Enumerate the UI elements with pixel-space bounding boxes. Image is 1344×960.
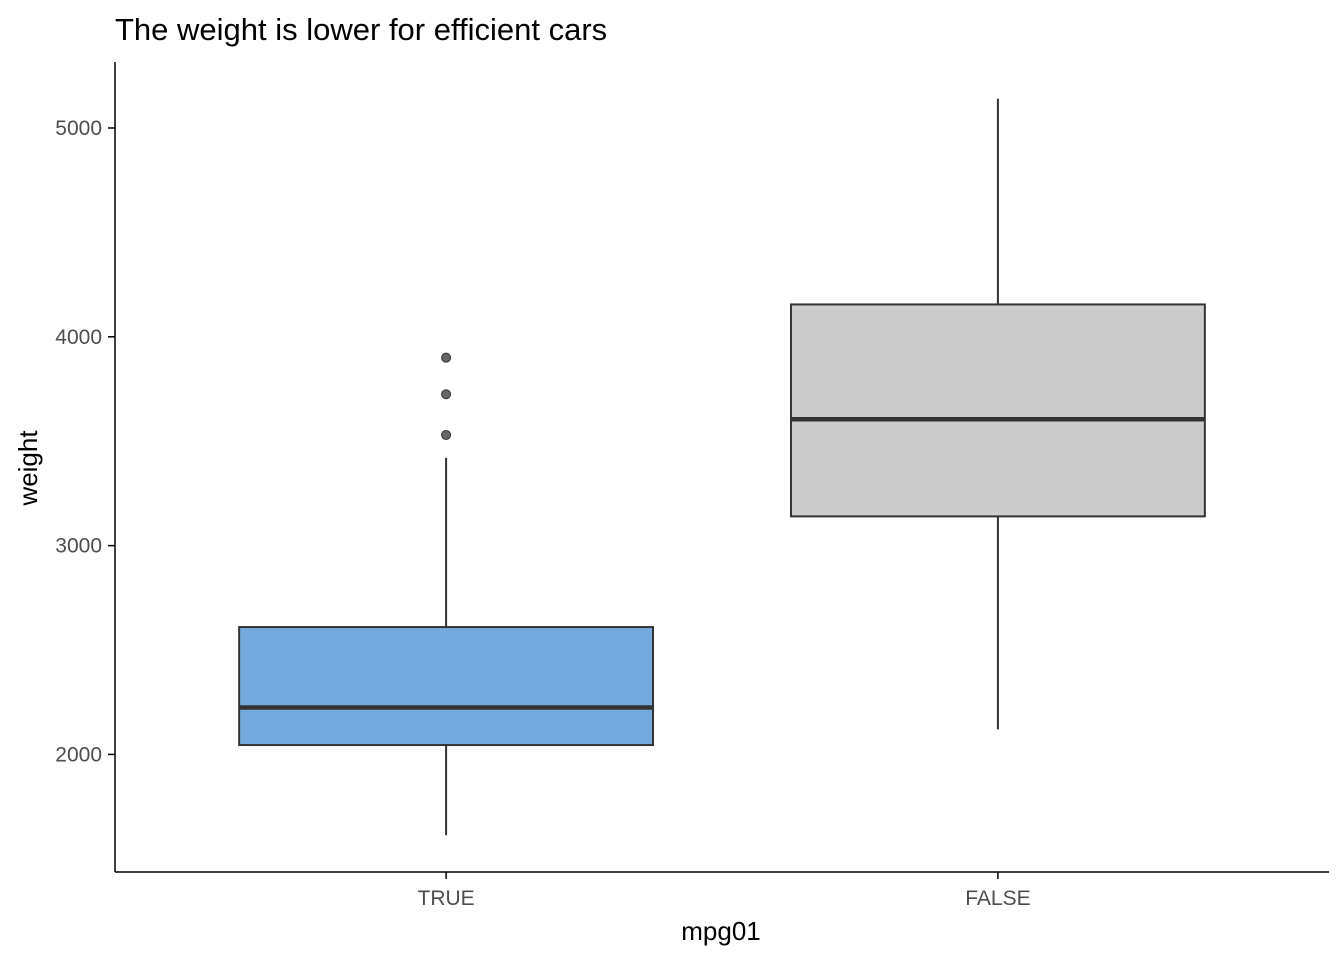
- outlier-point-true: [441, 389, 452, 400]
- box-true: [238, 626, 655, 747]
- x-axis-title: mpg01: [681, 916, 761, 946]
- chart-title: The weight is lower for efficient cars: [115, 12, 607, 47]
- x-tick-label: FALSE: [965, 887, 1030, 910]
- plot-area: 2000 3000 4000 5000 TRUE FALSE: [55, 62, 1329, 910]
- y-tick-label: 4000: [55, 326, 102, 349]
- outlier-point-true: [441, 429, 452, 440]
- outlier-point-true: [441, 352, 452, 363]
- box-false: [789, 303, 1206, 518]
- y-tick-label: 5000: [55, 117, 102, 140]
- y-tick-label: 3000: [55, 535, 102, 558]
- y-tick-label: 2000: [55, 743, 102, 766]
- y-axis-title: weight: [13, 430, 43, 507]
- x-tick-label: TRUE: [418, 887, 475, 910]
